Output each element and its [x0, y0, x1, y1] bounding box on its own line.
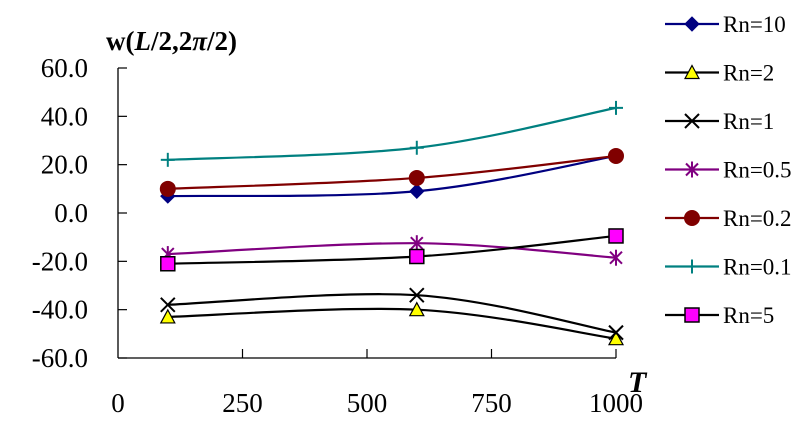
data-point-rn-0-5	[410, 235, 424, 252]
legend-label: Rn=10	[723, 12, 786, 37]
x-marker-stroke	[160, 297, 176, 313]
x-tick-label: 1000	[589, 388, 643, 418]
data-point-rn-2	[408, 301, 425, 317]
series-line-rn-0-1	[167, 106, 617, 161]
data-point-rn-0-2	[408, 169, 425, 186]
legend-marker	[683, 64, 701, 80]
data-point-rn-0-2	[608, 147, 624, 164]
legend: Rn=10 Rn=2 Rn=1 Rn=0.5 Rn=0.2 Rn=0.1 Rn=5	[665, 12, 792, 328]
data-point-rn-5	[409, 248, 425, 265]
data-point-rn-2	[607, 330, 625, 346]
data-point-rn-5	[608, 228, 624, 244]
chart-title: w(L/2,2π/2)	[106, 26, 237, 56]
x-tick-label: 750	[471, 388, 512, 418]
legend-label: Rn=2	[723, 61, 774, 86]
data-point-rn-2	[159, 308, 176, 324]
series-line-rn-10	[167, 154, 617, 198]
legend-label: Rn=0.2	[723, 206, 792, 231]
series-line-rn-2	[167, 307, 617, 340]
data-point-rn-0-2	[159, 180, 176, 197]
legend-marker	[685, 161, 699, 178]
legend-label: Rn=5	[723, 303, 774, 328]
y-tick-label: 40.0	[41, 101, 88, 131]
data-point-rn-1	[608, 324, 624, 341]
legend-item-rn-1: Rn=1	[665, 109, 774, 134]
y-tick-label: 20.0	[41, 150, 88, 180]
series-line-rn-0-2	[167, 154, 617, 190]
y-tick-label: -60.0	[32, 343, 88, 373]
legend-item-rn-0-5: Rn=0.5	[665, 158, 792, 183]
legend-label: Rn=0.1	[723, 255, 792, 280]
x-marker-stroke	[409, 287, 425, 303]
data-point-rn-10	[409, 183, 425, 199]
legend-item-rn-0-2: Rn=0.2	[665, 206, 792, 231]
data-point-rn-0-1	[409, 140, 424, 155]
y-tick-label: 0.0	[54, 198, 88, 228]
legend-item-rn-5: Rn=5	[665, 303, 774, 328]
legend-item-rn-2: Rn=2	[665, 61, 774, 86]
legend-marker	[684, 307, 700, 323]
axes: 60.0 40.0 20.0 0.0 -20.0 -40.0 -60.0 0 250 500 750…	[32, 53, 643, 418]
data-point-rn-5	[160, 256, 176, 272]
x-marker-stroke	[608, 324, 624, 341]
x-tick-label: 250	[222, 388, 263, 418]
x-axis-label: T	[628, 366, 648, 399]
legend-label: Rn=1	[723, 109, 774, 134]
legend-label: Rn=0.5	[723, 158, 792, 183]
data-point-rn-0-5	[609, 249, 623, 266]
data-point-rn-0-1	[160, 152, 175, 167]
y-tick-label: -20.0	[32, 246, 88, 276]
series-line-rn-0-5	[167, 242, 617, 259]
y-tick-label: -40.0	[32, 295, 88, 325]
legend-item-rn-10: Rn=10	[665, 12, 786, 37]
x-tick-label: 0	[111, 388, 125, 418]
x-tick-label: 500	[347, 388, 388, 418]
series-lines	[167, 106, 617, 340]
legend-item-rn-0-1: Rn=0.1	[665, 255, 792, 280]
legend-marker	[684, 210, 700, 226]
data-point-rn-1	[160, 297, 176, 313]
data-point-rn-1	[409, 287, 425, 303]
series-markers	[159, 100, 625, 346]
x-marker-stroke	[684, 113, 700, 129]
data-point-rn-0-1	[609, 100, 623, 115]
legend-marker	[684, 16, 700, 32]
legend-marker	[684, 113, 700, 129]
y-tick-label: 60.0	[41, 53, 88, 83]
legend-marker	[685, 259, 699, 274]
